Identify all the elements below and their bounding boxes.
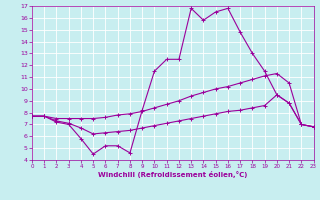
X-axis label: Windchill (Refroidissement éolien,°C): Windchill (Refroidissement éolien,°C) xyxy=(98,171,247,178)
